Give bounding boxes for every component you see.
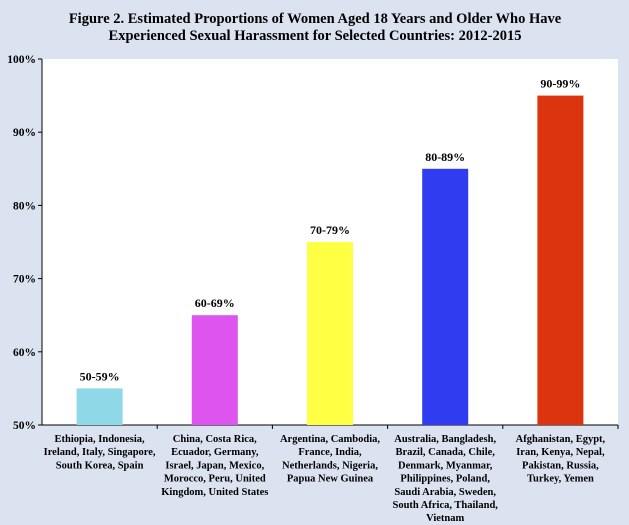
- x-category-label: China, Costa Rica, Ecuador, Germany, Israe…: [161, 434, 268, 498]
- chart-title-line-2: Experienced Sexual Harassment for Select…: [109, 28, 522, 44]
- bar: [307, 242, 353, 425]
- bar-data-label: 80-89%: [425, 150, 465, 164]
- bar-data-label: 60-69%: [195, 296, 235, 310]
- bar: [537, 95, 584, 425]
- bar: [76, 388, 123, 425]
- y-tick-label: 100%: [7, 54, 36, 66]
- x-category-label: Afghanistan, Egypt, Iran, Kenya, Nepal, Pa…: [516, 434, 606, 485]
- bar-data-label: 50-59%: [80, 369, 120, 383]
- bar: [191, 315, 238, 425]
- chart-title-line-1: Figure 2. Estimated Proportions of Women…: [69, 11, 562, 27]
- bar-data-label: 70-79%: [310, 223, 350, 237]
- y-tick-label: 70%: [13, 274, 36, 286]
- labels: 50-59% Ethiopia, Indonesia, Ireland, Italy…: [44, 77, 606, 525]
- x-category-label: Ethiopia, Indonesia, Ireland, Italy, Sing…: [44, 434, 156, 471]
- bar: [422, 168, 469, 426]
- y-tick-label: 60%: [13, 347, 36, 359]
- y-tick-label: 80%: [13, 200, 36, 212]
- y-tick-label: 50%: [13, 420, 36, 432]
- x-category-label: Argentina, Cambodia, France, India, Nether…: [280, 434, 380, 485]
- bar-data-label: 90-99%: [540, 77, 580, 91]
- bars: [76, 95, 584, 426]
- y-tick-label: 90%: [13, 127, 36, 139]
- x-category-label: Australia, Bangladesh, Brazil, Canada, Ch…: [392, 434, 498, 524]
